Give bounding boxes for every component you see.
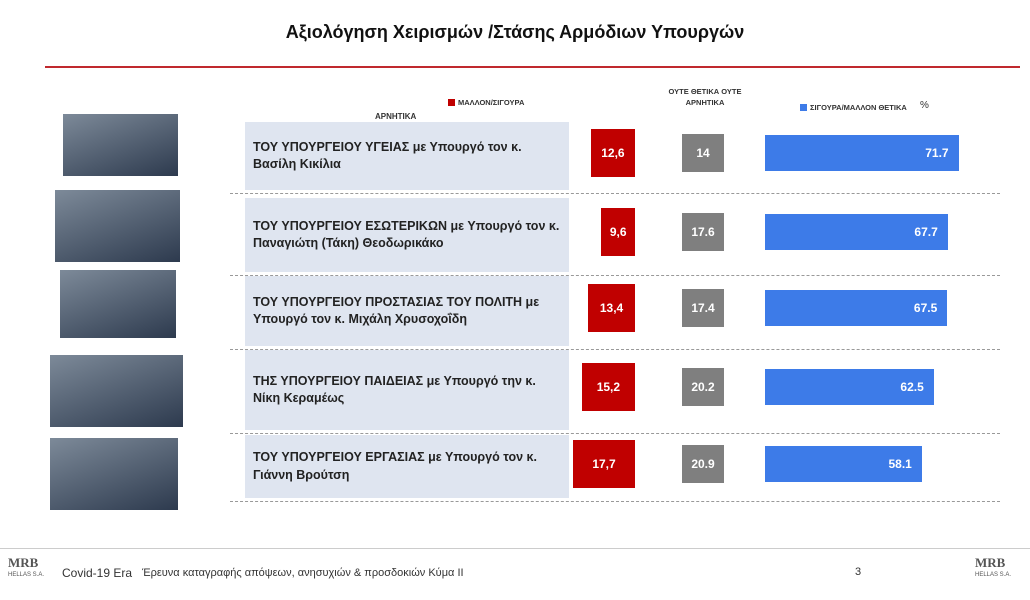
neutral-bar: 17.4 <box>682 289 724 327</box>
value-label: 14 <box>696 146 710 160</box>
row-divider <box>230 193 1000 194</box>
legend-label: ΟΥΤΕ ΘΕΤΙΚΑ ΟΥΤΕ ΑΡΝΗΤΙΚΑ <box>668 87 742 108</box>
positive-bar: 67.7 <box>765 214 948 250</box>
value-label: 9,6 <box>609 225 627 239</box>
page-number: 3 <box>855 566 862 578</box>
value-label: 17,7 <box>592 456 616 471</box>
category-label: ΤΗΣ ΥΠΟΥΡΓΕΙΟΥ ΠΑΙΔΕΙΑΣ με Υπουργό την κ… <box>245 350 569 430</box>
value-label: 67.5 <box>913 301 938 315</box>
logo: MRB <box>975 555 1006 570</box>
value-label: 20.9 <box>691 456 715 471</box>
category-label: ΤΟΥ ΥΠΟΥΡΓΕΙΟΥ ΠΡΟΣΤΑΣΙΑΣ ΤΟΥ ΠΟΛΙΤΗ με … <box>245 276 569 346</box>
neutral-bar: 20.2 <box>682 368 724 406</box>
row-divider <box>230 349 1000 350</box>
negative-bar: 9,6 <box>601 208 635 256</box>
negative-label: ΑΡΝΗΤΙΚΑ <box>375 112 417 121</box>
negative-bar: 12,6 <box>590 129 635 177</box>
value-label: 58.1 <box>888 456 912 471</box>
neutral-bar: 20.9 <box>682 444 724 483</box>
row-divider <box>230 433 1000 434</box>
minister-photo <box>55 190 180 262</box>
value-label: 15,2 <box>596 380 621 394</box>
title-rule <box>45 66 1020 68</box>
value-label: 62.5 <box>900 380 924 394</box>
legend-label: ΣΙΓΟΥΡΑ/ΜΑΛΛΟΝ ΘΕΤΙΚΑ <box>810 103 907 112</box>
row-divider <box>230 501 1000 502</box>
value-label: 71.7 <box>925 146 949 160</box>
positive-bar: 67.5 <box>765 290 948 326</box>
positive-bar: 58.1 <box>765 445 922 482</box>
neutral-bar: 14 <box>682 134 724 172</box>
legend-label: ΜΑΛΛΟΝ/ΣΙΓΟΥΡΑ <box>458 98 525 107</box>
value-label: 12,6 <box>601 146 625 160</box>
row-divider <box>230 275 1000 276</box>
negative-bar: 13,4 <box>588 284 635 332</box>
negative-bar: 17,7 <box>573 439 635 488</box>
logo-sub: HELLAS S.A. <box>975 572 1012 578</box>
chart-title: Αξιολόγηση Χειρισμών /Στάσης Αρμόδιων Υπ… <box>285 22 745 42</box>
value-label: 17.4 <box>691 301 715 315</box>
positive-bar: 71.7 <box>765 135 959 171</box>
value-label: 20.2 <box>691 380 715 394</box>
footer-project: Covid-19 Era <box>62 566 133 580</box>
minister-photo <box>60 270 176 338</box>
category-label: ΤΟΥ ΥΠΟΥΡΓΕΙΟΥ ΕΣΩΤΕΡΙΚΩΝ με Υπουργό τον… <box>245 198 569 272</box>
minister-photo <box>50 438 178 510</box>
value-label: 13,4 <box>599 301 624 315</box>
value-label: 67.7 <box>914 225 938 239</box>
value-label: 17.6 <box>691 225 715 239</box>
negative-bar: 15,2 <box>581 363 635 411</box>
legend-swatch <box>800 104 807 111</box>
logo-sub: HELLAS S.A. <box>8 572 45 578</box>
legend-swatch <box>448 99 455 106</box>
logo: MRB <box>8 555 39 570</box>
footer-description: Έρευνα καταγραφής απόψεων, ανησυχιών & π… <box>142 567 464 579</box>
footer-rule <box>0 548 1030 549</box>
unit-label: % <box>920 100 929 111</box>
neutral-bar: 17.6 <box>682 213 724 251</box>
category-label: ΤΟΥ ΥΠΟΥΡΓΕΙΟΥ ΕΡΓΑΣΙΑΣ με Υπουργό τον κ… <box>245 435 569 498</box>
category-label: ΤΟΥ ΥΠΟΥΡΓΕΙΟΥ ΥΓΕΙΑΣ με Υπουργό τον κ. … <box>245 122 569 190</box>
minister-photo <box>63 114 178 176</box>
minister-photo <box>50 355 183 427</box>
positive-bar: 62.5 <box>765 369 934 405</box>
